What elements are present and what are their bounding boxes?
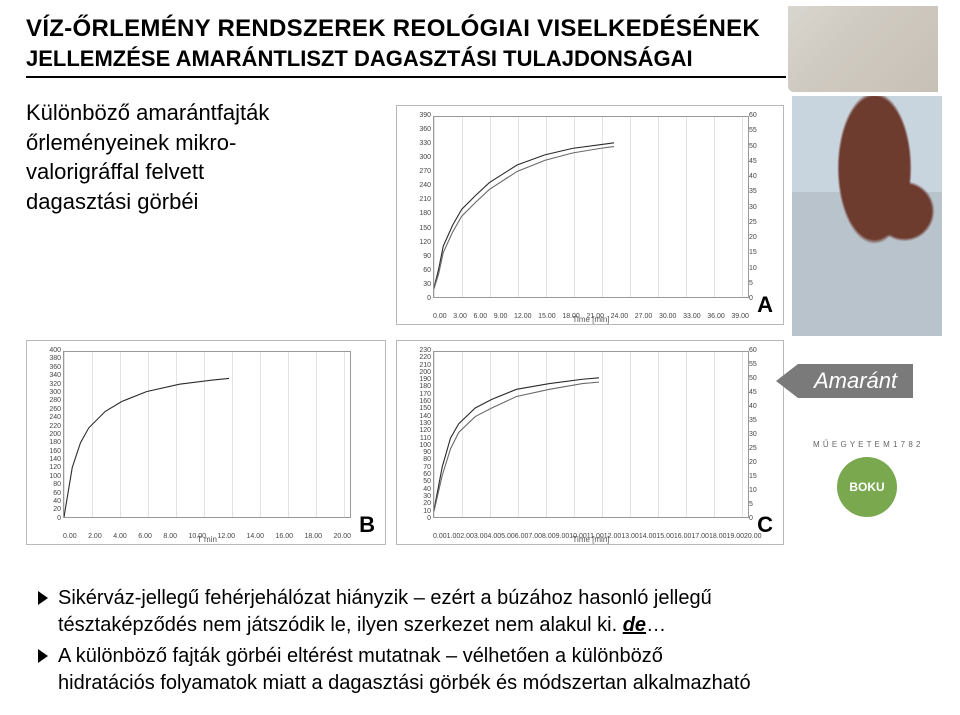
title-line-1: VÍZ-ŐRLEMÉNY RENDSZEREK REOLÓGIAI VISELK…	[26, 14, 786, 44]
chart-b-plot	[63, 351, 351, 518]
bullet-2-text: A különböző fajták görbéi eltérést mutat…	[58, 643, 760, 697]
chart-b: 4003803603403203002802602402202001801601…	[26, 340, 386, 545]
bullet-1-text: Sikérváz-jellegű fehérjehálózat hiányzik…	[58, 585, 760, 639]
chart-a-curves	[434, 117, 614, 297]
bullet-1-post: …	[646, 614, 666, 636]
chart-a-yaxis-right: 605550454035302520151050	[749, 112, 779, 302]
bullet-2: A különböző fajták görbéi eltérést mutat…	[38, 643, 760, 697]
logo-row: M Ű E G Y E T E M 1 7 8 2 BOKU	[792, 440, 942, 517]
bullet-icon	[38, 649, 48, 663]
chart-b-letter: B	[359, 512, 375, 538]
subtitle-line: valorigráffal felvett	[26, 157, 386, 187]
subtitle-line: dagasztási görbéi	[26, 187, 386, 217]
title-block: VÍZ-ŐRLEMÉNY RENDSZEREK REOLÓGIAI VISELK…	[26, 14, 786, 78]
chart-c-letter: C	[757, 512, 773, 538]
t2-part: A	[176, 46, 192, 71]
subtitle: Különböző amarántfajták őrleményeinek mi…	[26, 98, 386, 217]
chart-a-yaxis-left: 3903603303002702402101801501209060300	[401, 112, 431, 302]
t2-part: MARÁNTLISZT	[191, 46, 347, 71]
subtitle-line: őrleményeinek mikro-	[26, 128, 386, 158]
t1-part: V	[26, 15, 42, 42]
subtitle-line: Különböző amarántfajták	[26, 98, 386, 128]
t2-part: ELLEMZÉSE	[38, 46, 170, 71]
t2-part: AGASZTÁSI	[370, 46, 497, 71]
muegyetem-logo-text: M Ű E G Y E T E M 1 7 8 2	[813, 440, 921, 449]
title-line-2: JELLEMZÉSE AMARÁNTLISZT DAGASZTÁSI TULAJ…	[26, 46, 786, 78]
bullet-1: Sikérváz-jellegű fehérjehálózat hiányzik…	[38, 585, 760, 639]
chart-c-curves	[434, 352, 599, 517]
chart-c-yaxis-right: 605550454035302520151050	[749, 347, 779, 522]
arrow-label-amaranth: Amaránt	[798, 364, 913, 398]
chart-b-yaxis-left: 4003803603403203002802602402202001801601…	[31, 347, 61, 522]
chart-c-yaxis-left: 2302202102001901801701601501401301201101…	[401, 347, 431, 522]
t2-part: D	[354, 46, 370, 71]
bullet-1-de: de	[623, 614, 646, 636]
chart-c-plot	[433, 351, 749, 518]
t2-part: ULAJDONSÁGAI	[517, 46, 693, 71]
chart-b-xaxis: 0.002.004.006.008.0010.0012.0014.0016.00…	[63, 533, 351, 540]
chart-a-letter: A	[757, 292, 773, 318]
chart-c-xaxis: 0.001.002.003.004.005.006.007.008.009.00…	[433, 533, 749, 540]
chart-a-xaxis: 0.003.006.009.0012.0015.0018.0021.0024.0…	[433, 313, 749, 320]
t2-part: J	[26, 46, 38, 71]
bullet-list: Sikérváz-jellegű fehérjehálózat hiányzik…	[38, 581, 760, 697]
amaranth-photo	[792, 96, 942, 336]
slide: VÍZ-ŐRLEMÉNY RENDSZEREK REOLÓGIAI VISELK…	[0, 0, 960, 715]
t2-part: T	[503, 46, 516, 71]
chart-b-curves	[64, 352, 229, 517]
chart-a: 3903603303002702402101801501209060300 60…	[396, 105, 784, 325]
bullet-1-pre: Sikérváz-jellegű fehérjehálózat hiányzik…	[58, 587, 712, 636]
header-photo	[788, 6, 938, 92]
t1-part: ÍZ-ŐRLEMÉNY RENDSZEREK REOLÓGIAI VISELKE…	[42, 15, 760, 42]
chart-a-plot	[433, 116, 749, 298]
boku-logo: BOKU	[837, 457, 897, 517]
chart-c: 2302202102001901801701601501401301201101…	[396, 340, 784, 545]
bullet-icon	[38, 591, 48, 605]
